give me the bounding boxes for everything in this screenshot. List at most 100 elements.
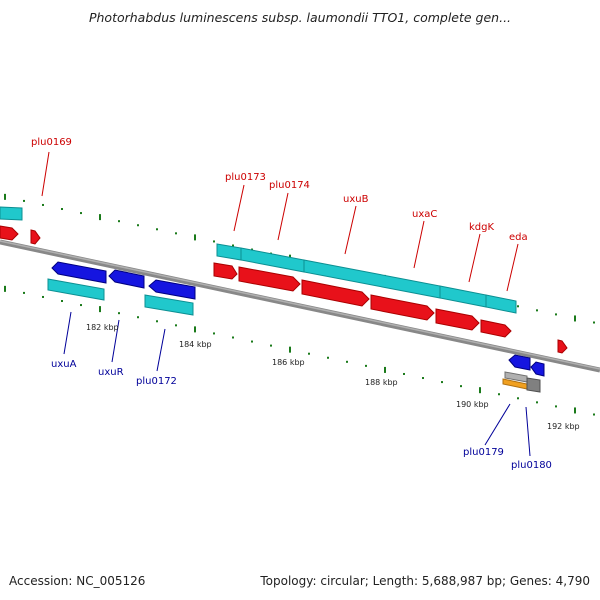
cds-bar: [47, 278, 105, 301]
leader-line: [344, 205, 357, 255]
gene-label-reverse[interactable]: plu0179: [463, 447, 504, 458]
misc-feature: [526, 377, 541, 393]
tick-mark: [422, 377, 424, 380]
tick-mark: [555, 313, 557, 316]
tick-mark: [517, 305, 519, 308]
tick-mark: [289, 346, 291, 353]
tick-mark: [365, 364, 367, 367]
tick-mark: [42, 295, 44, 298]
tick-mark: [593, 321, 595, 324]
gene-label-reverse[interactable]: plu0172: [136, 376, 177, 387]
genome-summary-text: Topology: circular; Length: 5,688,987 bp…: [260, 574, 590, 588]
gene-label-forward[interactable]: eda: [509, 232, 528, 243]
gene-arrow-forward: [557, 339, 568, 354]
tick-mark: [213, 240, 215, 243]
tick-mark: [574, 407, 576, 414]
tick-mark: [517, 397, 519, 400]
leader-line: [111, 319, 120, 363]
gene-label-forward[interactable]: plu0174: [269, 180, 310, 191]
gene-label-forward[interactable]: uxaC: [412, 209, 437, 220]
tick-mark: [498, 393, 500, 396]
reverse-genes: [51, 261, 545, 377]
tick-mark: [232, 336, 234, 339]
gene-arrow-forward: [0, 225, 19, 241]
tick-mark: [574, 315, 576, 322]
scale-tick-label: 190 kbp: [456, 400, 489, 409]
scale-tick-label: 188 kbp: [365, 378, 398, 387]
genome-backbone-highlight: [0, 240, 600, 370]
tick-mark: [175, 232, 177, 235]
cds-bar: [144, 294, 194, 316]
tick-mark: [80, 212, 82, 215]
cds-bar: [439, 285, 487, 308]
leader-line: [156, 328, 166, 372]
gene-label-forward[interactable]: uxuB: [343, 194, 369, 205]
leader-line: [525, 406, 531, 457]
gene-arrow-reverse: [51, 261, 107, 284]
tick-mark: [137, 224, 139, 227]
gene-arrow-reverse: [148, 279, 196, 300]
tick-mark: [346, 360, 348, 363]
gene-label-forward[interactable]: plu0169: [31, 137, 72, 148]
tick-mark: [4, 285, 6, 292]
gene-label-forward[interactable]: kdgK: [469, 222, 494, 233]
leader-line: [413, 220, 425, 269]
cds-features: [0, 206, 541, 393]
tick-mark: [4, 193, 6, 200]
scale-labels: 182 kbp 184 kbp 186 kbp 188 kbp 190 kbp …: [86, 323, 580, 431]
tick-mark: [23, 199, 25, 202]
genome-title: Photorhabdus luminescens subsp. laumondi…: [88, 10, 512, 25]
leader-line: [468, 233, 481, 283]
scale-tick-label: 184 kbp: [179, 340, 212, 349]
scale-tick-label: 192 kbp: [547, 422, 580, 431]
tick-mark: [156, 228, 158, 231]
tick-mark: [194, 234, 196, 241]
gene-arrow-forward: [301, 279, 370, 307]
tick-mark: [308, 352, 310, 355]
cds-bar: [0, 206, 23, 221]
tick-mark: [194, 326, 196, 333]
gene-label-reverse[interactable]: plu0180: [511, 460, 552, 471]
tick-mark: [175, 324, 177, 327]
leader-line: [63, 311, 72, 355]
tick-mark: [99, 306, 101, 313]
tick-mark: [384, 366, 386, 373]
forward-leader-lines: [41, 151, 519, 292]
tick-mark: [403, 372, 405, 375]
gene-label-reverse[interactable]: uxuA: [51, 359, 77, 370]
gene-arrow-reverse: [508, 354, 531, 371]
tick-mark: [23, 291, 25, 294]
tick-mark: [61, 300, 63, 303]
tick-mark: [118, 312, 120, 315]
scale-tick-label: 182 kbp: [86, 323, 119, 332]
gene-arrow-forward: [370, 294, 435, 321]
tick-mark: [479, 387, 481, 394]
gene-arrow-reverse: [530, 361, 545, 377]
cds-bar: [240, 247, 305, 273]
tick-mark: [251, 248, 253, 251]
forward-genes: [0, 225, 568, 354]
tick-mark: [270, 344, 272, 347]
gene-label-forward[interactable]: plu0173: [225, 172, 266, 183]
gene-arrow-forward: [238, 266, 301, 292]
leader-line: [484, 403, 511, 446]
leader-line: [41, 151, 50, 197]
leader-line: [277, 192, 289, 241]
tick-mark: [99, 214, 101, 221]
tick-mark: [441, 381, 443, 384]
gene-label-reverse[interactable]: uxuR: [98, 367, 124, 378]
tick-mark: [232, 244, 234, 247]
tick-mark: [327, 356, 329, 359]
tick-mark: [555, 405, 557, 408]
reverse-leader-lines: [63, 311, 531, 457]
tick-mark: [251, 340, 253, 343]
scale-tick-label: 186 kbp: [272, 358, 305, 367]
forward-gene-labels: plu0169 plu0173 plu0174 uxuB uxaC kdgK e…: [31, 137, 528, 243]
tick-mark: [80, 304, 82, 307]
accession-text: Accession: NC_005126: [9, 574, 146, 588]
tick-mark: [61, 208, 63, 211]
gene-arrow-forward: [213, 262, 238, 280]
cds-bar: [216, 243, 242, 261]
tick-mark: [42, 203, 44, 206]
